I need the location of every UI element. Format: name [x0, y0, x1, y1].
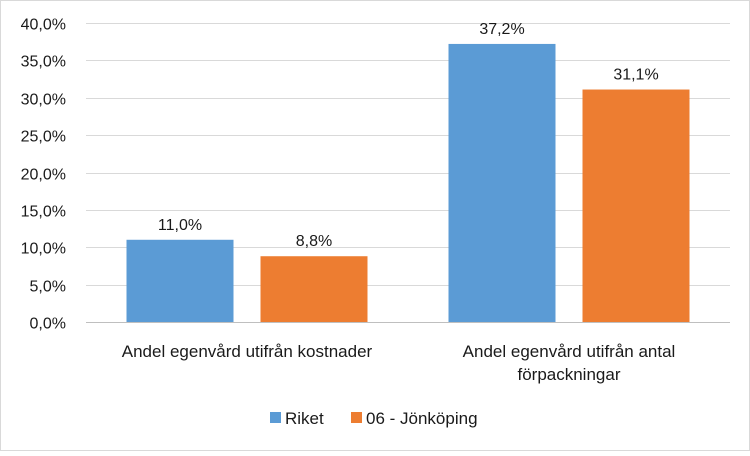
data-label: 31,1%: [613, 67, 658, 84]
bar-jonkoping: [260, 256, 368, 322]
y-tick-label: 30,0%: [21, 92, 66, 109]
y-tick-label: 5,0%: [30, 279, 66, 296]
data-label: 8,8%: [296, 233, 332, 250]
data-label: 11,0%: [158, 217, 202, 234]
bar-riket: [126, 239, 234, 322]
x-category-label: Andel egenvård utifrån kostnader: [122, 342, 373, 361]
y-tick-label: 15,0%: [21, 204, 66, 221]
bars: [126, 43, 690, 323]
x-category-label: Andel egenvård utifrån antal: [463, 342, 676, 361]
y-tick-label: 25,0%: [21, 129, 66, 146]
legend-label: Riket: [285, 409, 324, 428]
data-labels: 11,0% 8,8% 37,2% 31,1%: [158, 21, 659, 250]
y-tick-label: 10,0%: [21, 241, 66, 258]
legend: Riket 06 - Jönköping: [270, 409, 478, 428]
x-category-label: förpackningar: [517, 365, 620, 384]
y-tick-label: 35,0%: [21, 54, 66, 71]
legend-swatch: [270, 412, 281, 423]
legend-label: 06 - Jönköping: [366, 409, 478, 428]
y-tick-label: 20,0%: [21, 167, 66, 184]
y-axis-tick-labels: 0,0% 5,0% 10,0% 15,0% 20,0% 25,0% 30,0% 35,0% 40…: [21, 17, 66, 333]
data-label: 37,2%: [479, 21, 524, 38]
legend-swatch: [351, 412, 362, 423]
bar-jonkoping: [582, 89, 690, 322]
bar-riket: [448, 43, 556, 323]
y-tick-label: 40,0%: [21, 17, 66, 34]
y-tick-label: 0,0%: [30, 316, 66, 333]
x-axis-category-labels: Andel egenvård utifrån kostnader Andel eg…: [122, 342, 676, 384]
